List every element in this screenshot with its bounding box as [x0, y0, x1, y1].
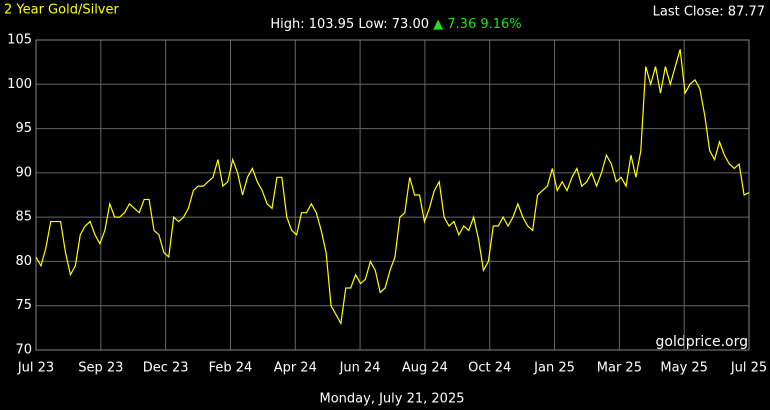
stat-change: ▲ 7.36 9.16%	[433, 17, 522, 32]
x-tick-label: May 25	[660, 361, 708, 376]
stat-high: High: 103.95	[270, 17, 354, 32]
x-tick-label: Apr 24	[274, 361, 317, 376]
y-tick-label: 75	[15, 298, 32, 313]
x-tick-label: Dec 23	[143, 361, 189, 376]
date-footer: Monday, July 21, 2025	[320, 392, 465, 407]
x-tick-label: Sep 23	[78, 361, 123, 376]
y-tick-label: 80	[15, 254, 32, 269]
y-tick-label: 85	[15, 210, 32, 225]
watermark: goldprice.org	[656, 334, 748, 350]
y-tick-label: 90	[15, 165, 32, 180]
chart-title: 2 Year Gold/Silver	[4, 3, 119, 18]
stat-low: Low: 73.00	[358, 17, 429, 32]
x-tick-label: Jan 25	[533, 361, 575, 376]
price-line	[35, 49, 750, 326]
x-tick-label: Jun 24	[339, 361, 381, 376]
y-tick-label: 70	[15, 343, 32, 358]
last-close: Last Close: 87.77	[653, 5, 765, 20]
x-tick-label: Jul 25	[730, 361, 767, 376]
y-tick-label: 95	[15, 121, 32, 136]
stats: High: 103.95 Low: 73.00 ▲ 7.36 9.16%	[270, 17, 521, 32]
x-tick-label: Jul 23	[17, 361, 54, 376]
x-tick-label: Feb 24	[209, 361, 253, 376]
x-tick-label: Mar 25	[597, 361, 642, 376]
y-tick-label: 105	[7, 33, 32, 48]
x-tick-label: Oct 24	[468, 361, 511, 376]
plot-frame	[35, 39, 750, 351]
x-tick-label: Aug 24	[402, 361, 448, 376]
y-tick-label: 100	[7, 77, 32, 92]
